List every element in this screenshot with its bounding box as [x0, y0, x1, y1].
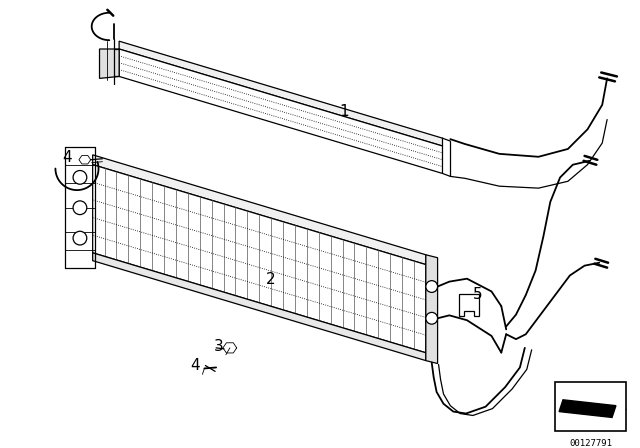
Polygon shape	[93, 164, 426, 353]
Polygon shape	[459, 294, 479, 315]
Text: 1: 1	[340, 103, 349, 119]
Circle shape	[73, 201, 87, 215]
Circle shape	[426, 280, 438, 293]
Polygon shape	[100, 49, 119, 78]
Text: 00127791: 00127791	[569, 439, 612, 448]
Circle shape	[73, 171, 87, 184]
Polygon shape	[426, 255, 438, 363]
Text: 5: 5	[473, 287, 483, 302]
Text: 4: 4	[62, 150, 72, 165]
Text: 3: 3	[214, 339, 224, 354]
Text: 4: 4	[191, 358, 200, 373]
Bar	[555, 382, 626, 431]
Circle shape	[73, 231, 87, 245]
Polygon shape	[93, 253, 426, 361]
Polygon shape	[559, 400, 616, 418]
Text: 2: 2	[266, 272, 276, 287]
Polygon shape	[119, 41, 442, 146]
Polygon shape	[93, 155, 426, 265]
Circle shape	[426, 312, 438, 324]
Polygon shape	[119, 49, 442, 173]
